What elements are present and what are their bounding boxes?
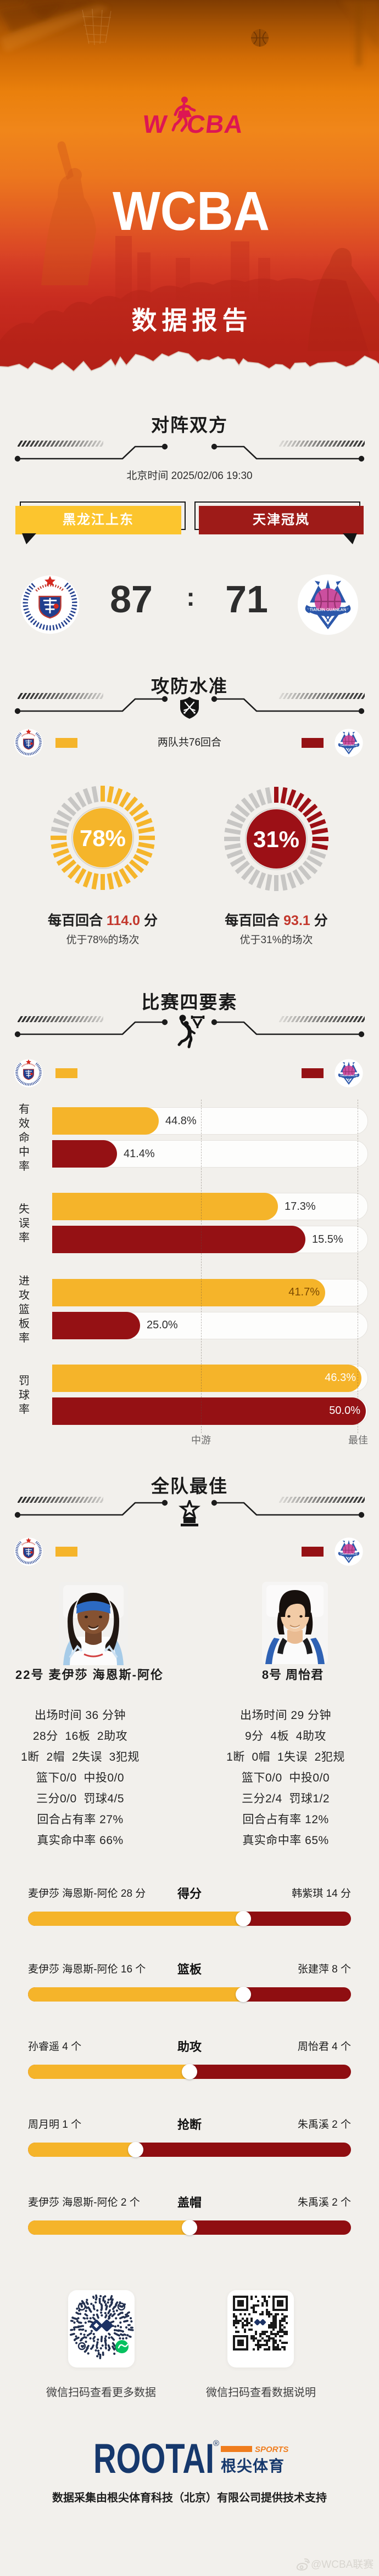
svg-text:CBA: CBA (185, 110, 245, 138)
svg-text:SPORTS: SPORTS (255, 2445, 288, 2454)
svg-text:WCBA: WCBA (113, 183, 270, 238)
svg-text:W: W (141, 110, 169, 138)
svg-text:®: ® (213, 2439, 219, 2448)
svg-text:根尖体育: 根尖体育 (221, 2457, 285, 2474)
svg-text:78%: 78% (80, 825, 126, 851)
svg-text:31%: 31% (253, 826, 299, 852)
svg-text:ROOTAI: ROOTAI (93, 2436, 214, 2480)
